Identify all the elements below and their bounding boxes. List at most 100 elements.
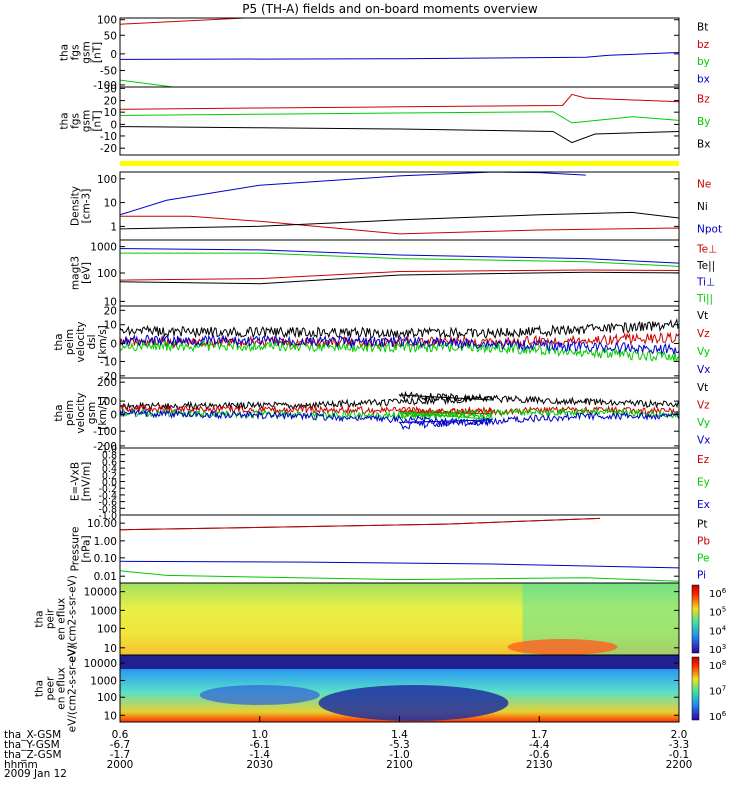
ylabel-line: tha: [59, 112, 71, 129]
ytick-label: 100: [97, 15, 117, 27]
xtick-label: -5.3: [389, 739, 410, 751]
spectrogram-feature: [507, 639, 618, 655]
ytick-label: 10.00: [87, 518, 117, 530]
series-Bx-line: [120, 126, 679, 144]
legend-Vx: Vx: [697, 434, 710, 446]
xaxis-row-label: tha_Z-GSM: [4, 749, 62, 761]
ytick-label: -20: [100, 143, 117, 155]
xtick-label: -0.1: [669, 749, 690, 761]
ytick-label: 10: [104, 710, 117, 722]
ylabel: tha peim velocity dsl [km/s]: [53, 321, 109, 362]
colorbar-gradient: [691, 656, 700, 721]
ylabel-line: fgs: [70, 45, 82, 61]
ytick-label: 10: [104, 320, 117, 332]
colorbar-label: 103: [709, 643, 726, 656]
legend-Ne: Ne: [697, 178, 711, 190]
ylabel-line: Density: [70, 186, 82, 226]
ytick-label: 0.01: [94, 571, 117, 583]
panel-frame: [119, 239, 680, 307]
legend-Vz: Vz: [697, 399, 710, 411]
legend-Bt: Bt: [697, 22, 708, 34]
colorbar-gradient: [691, 584, 700, 654]
series-Vt-line: [120, 318, 679, 340]
ytick-label: 0.8: [102, 451, 117, 462]
ylabel-line: dsl: [86, 334, 98, 349]
legend-Pi: Pi: [697, 570, 706, 582]
ylabel-line: eV/(cm2-s-sr-eV): [67, 575, 79, 663]
ylabel-line: Pressure: [70, 527, 82, 572]
ylabel: tha fgs gsm [nT]: [59, 41, 104, 63]
series-Pe-line: [120, 570, 679, 582]
series-Pi-line: [120, 560, 679, 580]
ytick-label: 200: [97, 377, 117, 389]
xtick-label: -1.0: [389, 749, 410, 761]
ylabel-line: velocity: [75, 321, 87, 362]
ylabel-line: E=-VxB: [70, 462, 82, 501]
ytick-label: 10: [104, 107, 117, 119]
ylabel-line: tha: [59, 44, 71, 61]
ytick-label: 0: [110, 49, 117, 61]
ytick-label: 0: [110, 409, 117, 421]
legend-By: By: [697, 116, 710, 128]
panel-2: 100 10 1 Density [cm-3] Ne Ni Npot: [70, 171, 722, 241]
colorbar-1: 108 107 106: [691, 656, 727, 723]
legend-Pt: Pt: [697, 519, 707, 531]
ylabel: Density [cm-3]: [70, 186, 93, 226]
ytick-label: 100: [97, 396, 117, 408]
ylabel-line: [mV/m]: [81, 462, 93, 501]
ytick-label: 20: [104, 96, 117, 108]
panel-3: 1000 100 10 magt3 [eV] Te⊥ Te|| Ti⊥ Ti||: [70, 239, 717, 308]
xtick-label: -4.4: [529, 739, 550, 751]
ylabel-line: tha: [34, 610, 46, 627]
ylabel-line: tha: [53, 404, 65, 421]
ytick-label: 30: [104, 83, 117, 95]
series-Bz-line: [120, 93, 679, 110]
ylabel-line: velocity: [75, 392, 87, 433]
ylabel-line: tha: [34, 680, 46, 697]
ytick-label: 1000: [90, 605, 117, 617]
panel-5: 200 1000 -100 -200 tha peim velocity gsm [km/s] V…: [53, 377, 710, 453]
ytick-label: 0: [110, 119, 117, 131]
ylabel-line: en eflux: [56, 598, 68, 640]
ylabel-line: tha: [53, 333, 65, 350]
xtick-label: -6.7: [110, 739, 131, 751]
legend-Ex: Ex: [697, 499, 710, 511]
series-Vt-line: [120, 390, 679, 412]
series-bx-line: [120, 52, 679, 60]
spectrogram-feature: [318, 685, 509, 721]
series-Te⊥-line: [120, 269, 679, 281]
series-Ti||-line: [120, 252, 679, 267]
series-bz-line: [120, 18, 256, 25]
status-bar: [120, 161, 679, 166]
ytick-label: -100: [93, 426, 117, 438]
ylabel-line: en eflux: [56, 667, 68, 709]
ytick-label: -0.2: [98, 484, 117, 495]
ytick-label: -50: [100, 65, 117, 77]
xaxis-row-label: hhmm: [4, 759, 38, 771]
legend-Bx: Bx: [697, 139, 710, 151]
ytick-label: 10000: [84, 587, 117, 599]
xtick-label: -1.7: [110, 749, 131, 761]
ylabel-line: [nT]: [92, 110, 104, 131]
ytick-label: 100: [97, 623, 117, 635]
colorbar-0: 106 105 104 103: [691, 584, 727, 656]
ylabel-line: [eV]: [81, 262, 93, 284]
ylabel-line: eV/(cm2-s-sr-eV): [67, 645, 79, 733]
ytick-label: -0.8: [98, 504, 117, 515]
panel-frame: [119, 17, 680, 88]
colorbar-label: 104: [709, 624, 727, 637]
legend-Bz: Bz: [697, 93, 710, 105]
ytick-label: 0.2: [102, 471, 117, 482]
ylabel-line: [nT]: [92, 42, 104, 63]
legend-Vt: Vt: [697, 310, 708, 322]
xtick-label: 2130: [526, 759, 553, 771]
ytick-label: 50: [104, 30, 117, 42]
ytick-label: 0.0: [102, 478, 117, 489]
ytick-label: -0.4: [98, 491, 117, 502]
ytick-label: 0.4: [102, 464, 117, 475]
ylabel-line: [cm-3]: [81, 189, 93, 224]
legend-bz: bz: [697, 39, 710, 51]
ytick-label: 1000: [90, 675, 117, 687]
legend-Pb: Pb: [697, 536, 710, 548]
